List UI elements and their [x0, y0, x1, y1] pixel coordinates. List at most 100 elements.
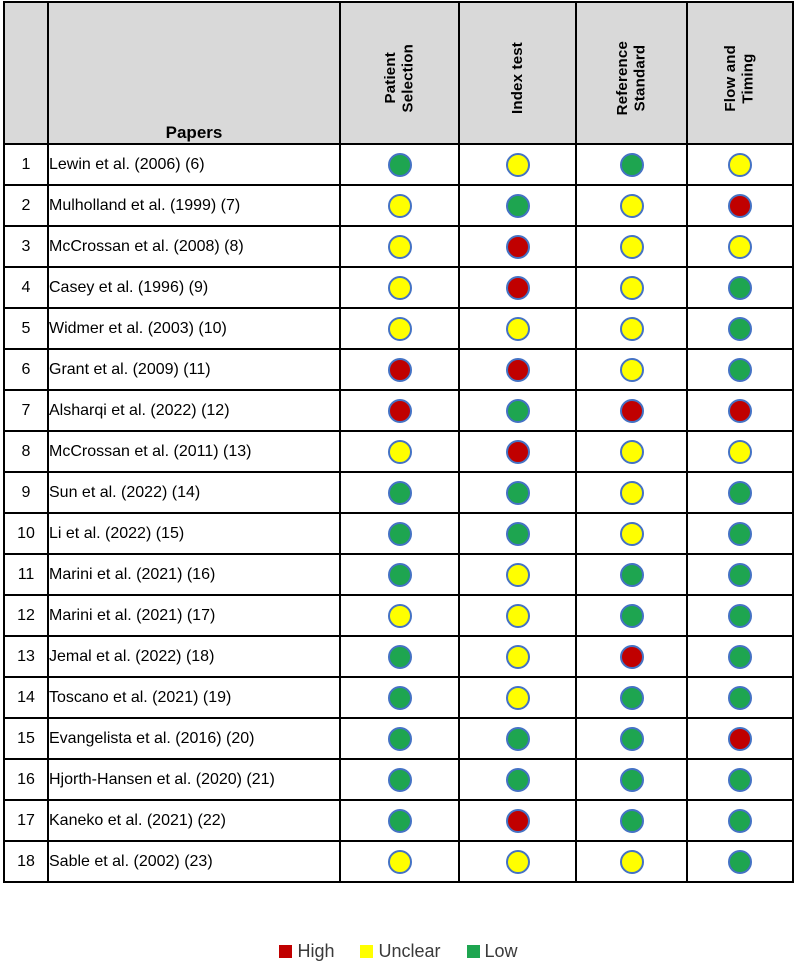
- rating-cell: [339, 758, 460, 801]
- unclear-swatch-icon: [360, 945, 374, 958]
- rating-dot-low: [728, 685, 752, 710]
- rating-dot-unclear: [505, 644, 530, 669]
- rating-dot-unclear: [728, 439, 752, 464]
- rating-cell: [339, 512, 460, 555]
- rating-dot-low: [387, 562, 412, 587]
- rating-cell: [575, 512, 688, 555]
- legend: High Unclear Low: [0, 941, 797, 962]
- rating-cell: [575, 430, 688, 473]
- rating-dot-low: [728, 562, 752, 587]
- rating-dot-low: [619, 562, 644, 587]
- paper-name: McCrossan et al. (2008) (8): [47, 225, 341, 268]
- row-number: 1: [3, 143, 49, 186]
- rating-dot-low: [728, 316, 752, 341]
- rating-cell: [575, 799, 688, 842]
- rating-cell: [339, 840, 460, 883]
- rating-dot-high: [505, 357, 530, 382]
- rating-dot-high: [619, 398, 644, 423]
- rating-cell: [575, 553, 688, 596]
- rating-dot-unclear: [505, 685, 530, 710]
- row-number: 7: [3, 389, 49, 432]
- legend-label-unclear: Unclear: [378, 941, 441, 961]
- rating-cell: [575, 266, 688, 309]
- rating-dot-unclear: [387, 603, 412, 628]
- column-header-index-test: Index test: [458, 1, 577, 145]
- rating-cell: [686, 717, 794, 760]
- rating-dot-low: [387, 480, 412, 505]
- rating-cell: [458, 553, 577, 596]
- rating-dot-low: [728, 521, 752, 546]
- paper-name: McCrossan et al. (2011) (13): [47, 430, 341, 473]
- row-number: 12: [3, 594, 49, 637]
- rating-dot-unclear: [387, 316, 412, 341]
- rating-cell: [458, 348, 577, 391]
- corner-cell: [3, 1, 49, 145]
- papers-header-label: Papers: [165, 123, 223, 142]
- rating-cell: [575, 471, 688, 514]
- table-row: 10 Li et al. (2022) (15): [3, 512, 794, 555]
- paper-name: Grant et al. (2009) (11): [47, 348, 341, 391]
- rating-dot-unclear: [387, 275, 412, 300]
- rating-cell: [686, 225, 794, 268]
- rating-cell: [339, 266, 460, 309]
- rating-cell: [686, 594, 794, 637]
- rating-dot-low: [505, 521, 530, 546]
- paper-name: Lewin et al. (2006) (6): [47, 143, 341, 186]
- rating-dot-low: [387, 767, 412, 792]
- rating-cell: [339, 184, 460, 227]
- rating-cell: [458, 225, 577, 268]
- row-number: 15: [3, 717, 49, 760]
- vertical-header-wrap: Flow and Timing: [688, 3, 792, 143]
- rating-cell: [686, 307, 794, 350]
- rating-dot-low: [728, 357, 752, 382]
- rating-dot-low: [619, 685, 644, 710]
- rating-dot-low: [728, 275, 752, 300]
- row-number: 17: [3, 799, 49, 842]
- rating-dot-unclear: [728, 234, 752, 259]
- rating-cell: [686, 840, 794, 883]
- paper-name: Kaneko et al. (2021) (22): [47, 799, 341, 842]
- table-row: 16 Hjorth-Hansen et al. (2020) (21): [3, 758, 794, 801]
- rating-cell: [686, 389, 794, 432]
- rating-dot-unclear: [619, 234, 644, 259]
- rating-cell: [575, 348, 688, 391]
- rating-cell: [458, 389, 577, 432]
- rating-dot-low: [619, 808, 644, 833]
- rating-cell: [458, 799, 577, 842]
- row-number: 11: [3, 553, 49, 596]
- rating-dot-low: [619, 767, 644, 792]
- rating-dot-high: [505, 275, 530, 300]
- paper-name: Hjorth-Hansen et al. (2020) (21): [47, 758, 341, 801]
- rating-cell: [339, 225, 460, 268]
- legend-label-low: Low: [484, 941, 518, 961]
- column-header-flow-and-timing: Flow and Timing: [686, 1, 794, 145]
- rating-cell: [575, 184, 688, 227]
- header-row: Papers Patient Selection Index test Refe…: [3, 1, 794, 145]
- low-swatch-icon: [466, 945, 480, 958]
- rating-dot-low: [387, 685, 412, 710]
- rating-cell: [575, 225, 688, 268]
- row-number: 13: [3, 635, 49, 678]
- rating-cell: [339, 430, 460, 473]
- column-header-reference-standard: Reference Standard: [575, 1, 688, 145]
- paper-name: Marini et al. (2021) (16): [47, 553, 341, 596]
- row-number: 6: [3, 348, 49, 391]
- legend-item-unclear: Unclear: [360, 941, 441, 962]
- rating-cell: [458, 184, 577, 227]
- rating-dot-low: [387, 808, 412, 833]
- rating-cell: [686, 758, 794, 801]
- rating-dot-unclear: [619, 849, 644, 874]
- rating-dot-unclear: [505, 562, 530, 587]
- rating-dot-low: [728, 767, 752, 792]
- vertical-header-wrap: Reference Standard: [577, 3, 686, 143]
- risk-of-bias-table: Papers Patient Selection Index test Refe…: [3, 1, 794, 883]
- rating-cell: [686, 512, 794, 555]
- rating-cell: [458, 307, 577, 350]
- rating-cell: [458, 758, 577, 801]
- row-number: 16: [3, 758, 49, 801]
- paper-name: Widmer et al. (2003) (10): [47, 307, 341, 350]
- rating-dot-unclear: [505, 603, 530, 628]
- row-number: 4: [3, 266, 49, 309]
- rating-cell: [686, 471, 794, 514]
